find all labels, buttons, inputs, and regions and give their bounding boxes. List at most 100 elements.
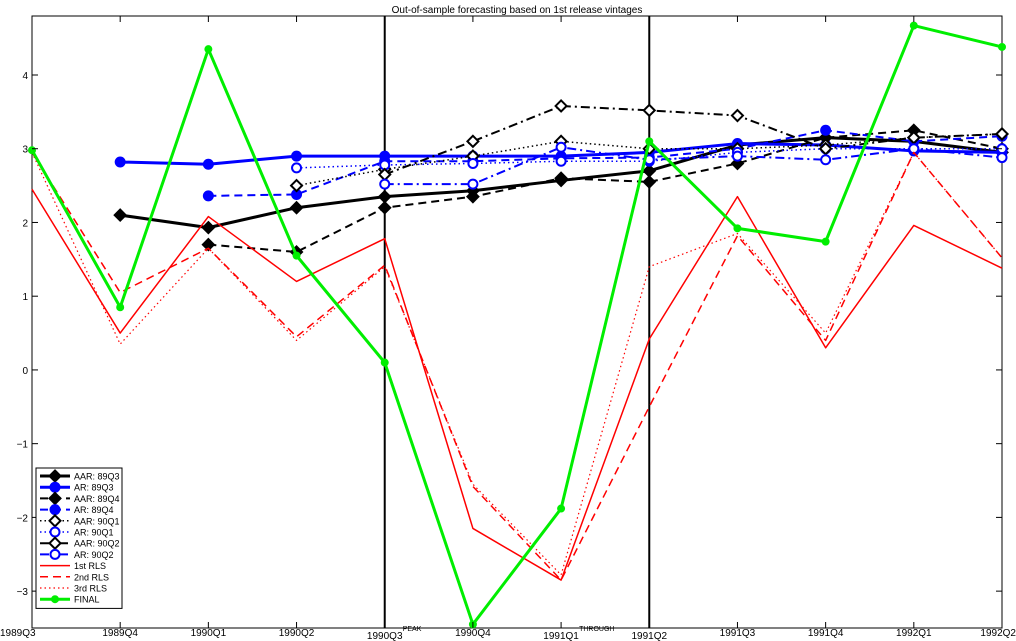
ytick-label: −2 [17, 513, 29, 524]
legend-marker-2 [48, 491, 62, 506]
axes: −3 −2 −1 0 1 2 3 4 1989Q3 1989Q4 1990Q1 1990Q2 1990Q… [0, 16, 1016, 641]
xtick-label: 1991Q2 [631, 631, 667, 641]
legend-label-7: AR: 90Q2 [74, 550, 114, 560]
series-7-point-5 [820, 154, 832, 166]
legend-label-2: AAR: 89Q4 [74, 494, 120, 504]
legend-label-9: 2nd RLS [74, 572, 109, 582]
series-6-point-3 [642, 103, 657, 118]
series-5-point-2 [467, 157, 479, 169]
series-8 [31, 188, 1003, 581]
legend-label-4: AAR: 90Q1 [74, 516, 120, 526]
series-11-point-8 [733, 224, 742, 233]
series-2-point-2 [377, 200, 392, 215]
legend-marker-7 [49, 548, 61, 560]
series-11-point-11 [998, 42, 1006, 51]
legend-marker-5 [49, 526, 61, 538]
series-7-point-7 [996, 152, 1008, 164]
legend-marker-0 [48, 469, 62, 483]
series-2-point-0 [201, 237, 216, 252]
series-0-point-0 [113, 208, 128, 222]
chart-title: Out-of-sample forecasting based on 1st r… [392, 5, 643, 16]
legend-box [35, 467, 123, 609]
series-6-point-2 [554, 99, 569, 113]
series-1-point-0 [114, 156, 126, 168]
ytick-label: 0 [22, 366, 28, 377]
series-5-point-3 [555, 155, 567, 167]
series-1-point-2 [291, 150, 303, 162]
series-1-point-1 [202, 158, 214, 170]
series-line-11 [30, 24, 1003, 626]
xtick-label: 1992Q1 [896, 628, 932, 639]
series-2-point-4 [554, 171, 569, 186]
vline-label-0: PEAK [403, 626, 422, 633]
series-10 [31, 151, 1003, 576]
series-11-point-0 [28, 146, 36, 155]
plot-area [31, 15, 1003, 629]
series-6-point-7 [995, 127, 1009, 141]
xtick-label: 1992Q2 [980, 628, 1016, 639]
series-7 [379, 141, 1008, 190]
series-11-point-7 [645, 137, 654, 146]
series-11-point-3 [292, 251, 301, 260]
series-11-point-9 [821, 237, 830, 246]
ytick-label: −3 [17, 587, 29, 598]
series-6-point-6 [906, 130, 921, 145]
xtick-label: 1991Q4 [808, 628, 844, 639]
series-11-point-4 [380, 358, 389, 367]
series-3-point-0 [202, 190, 214, 202]
series-line-5 [296, 147, 1002, 169]
ytick-label: 1 [22, 292, 28, 303]
ytick-label: 3 [22, 145, 28, 156]
legend-label-0: AAR: 89Q3 [74, 472, 120, 482]
annotation-0: THROUGH [579, 626, 614, 633]
series-11-point-6 [557, 504, 566, 513]
legend-label-11: FINAL [74, 595, 100, 605]
series-11-point-10 [909, 21, 918, 30]
ytick-label: −1 [17, 440, 29, 451]
xtick-label: 1990Q2 [279, 628, 315, 639]
series-11-point-1 [116, 303, 125, 312]
xtick-label: 1990Q4 [455, 628, 491, 639]
xtick-label: 1989Q4 [102, 628, 138, 639]
series-0-point-2 [289, 200, 304, 215]
series-7-point-1 [467, 178, 479, 190]
xtick-label: 1990Q1 [191, 628, 227, 639]
series-7-point-4 [731, 150, 743, 162]
series-7-point-0 [379, 178, 391, 190]
series-line-8 [31, 188, 1003, 581]
ytick-label: 4 [22, 71, 28, 82]
legend-label-1: AR: 89Q3 [74, 483, 114, 493]
series-6 [377, 99, 1009, 182]
series-2-point-3 [465, 189, 480, 204]
series-5-point-0 [291, 162, 303, 174]
vertical-lines [383, 16, 651, 628]
series-line-10 [31, 151, 1003, 576]
xtick-label: 1991Q3 [720, 628, 756, 639]
series-0-point-1 [201, 220, 216, 235]
series-7-point-2 [555, 141, 567, 153]
series-layer [28, 21, 1009, 629]
series-6-point-5 [818, 141, 833, 156]
xtick-label: 1991Q1 [543, 631, 579, 641]
legend-marker-6 [48, 536, 62, 551]
legend-label-5: AR: 90Q1 [74, 528, 114, 538]
legend-marker-11 [51, 595, 59, 604]
ytick-label: 2 [22, 218, 28, 229]
series-6-point-4 [730, 108, 745, 123]
series-2-point-5 [642, 174, 657, 189]
series-11 [28, 21, 1006, 629]
series-line-9 [31, 151, 1003, 581]
legend-label-10: 3rd RLS [74, 584, 107, 594]
legend-marker-4 [48, 513, 62, 528]
legend-marker-3 [49, 504, 61, 516]
legend-marker-1 [49, 481, 61, 493]
series-9 [31, 151, 1003, 581]
legend-label-6: AAR: 90Q2 [74, 539, 120, 549]
xtick-label: 1990Q3 [367, 631, 403, 641]
series-4-point-0 [289, 178, 304, 193]
series-line-6 [384, 104, 1003, 176]
series-3-point-7 [820, 124, 832, 136]
series-11-point-2 [204, 45, 213, 54]
